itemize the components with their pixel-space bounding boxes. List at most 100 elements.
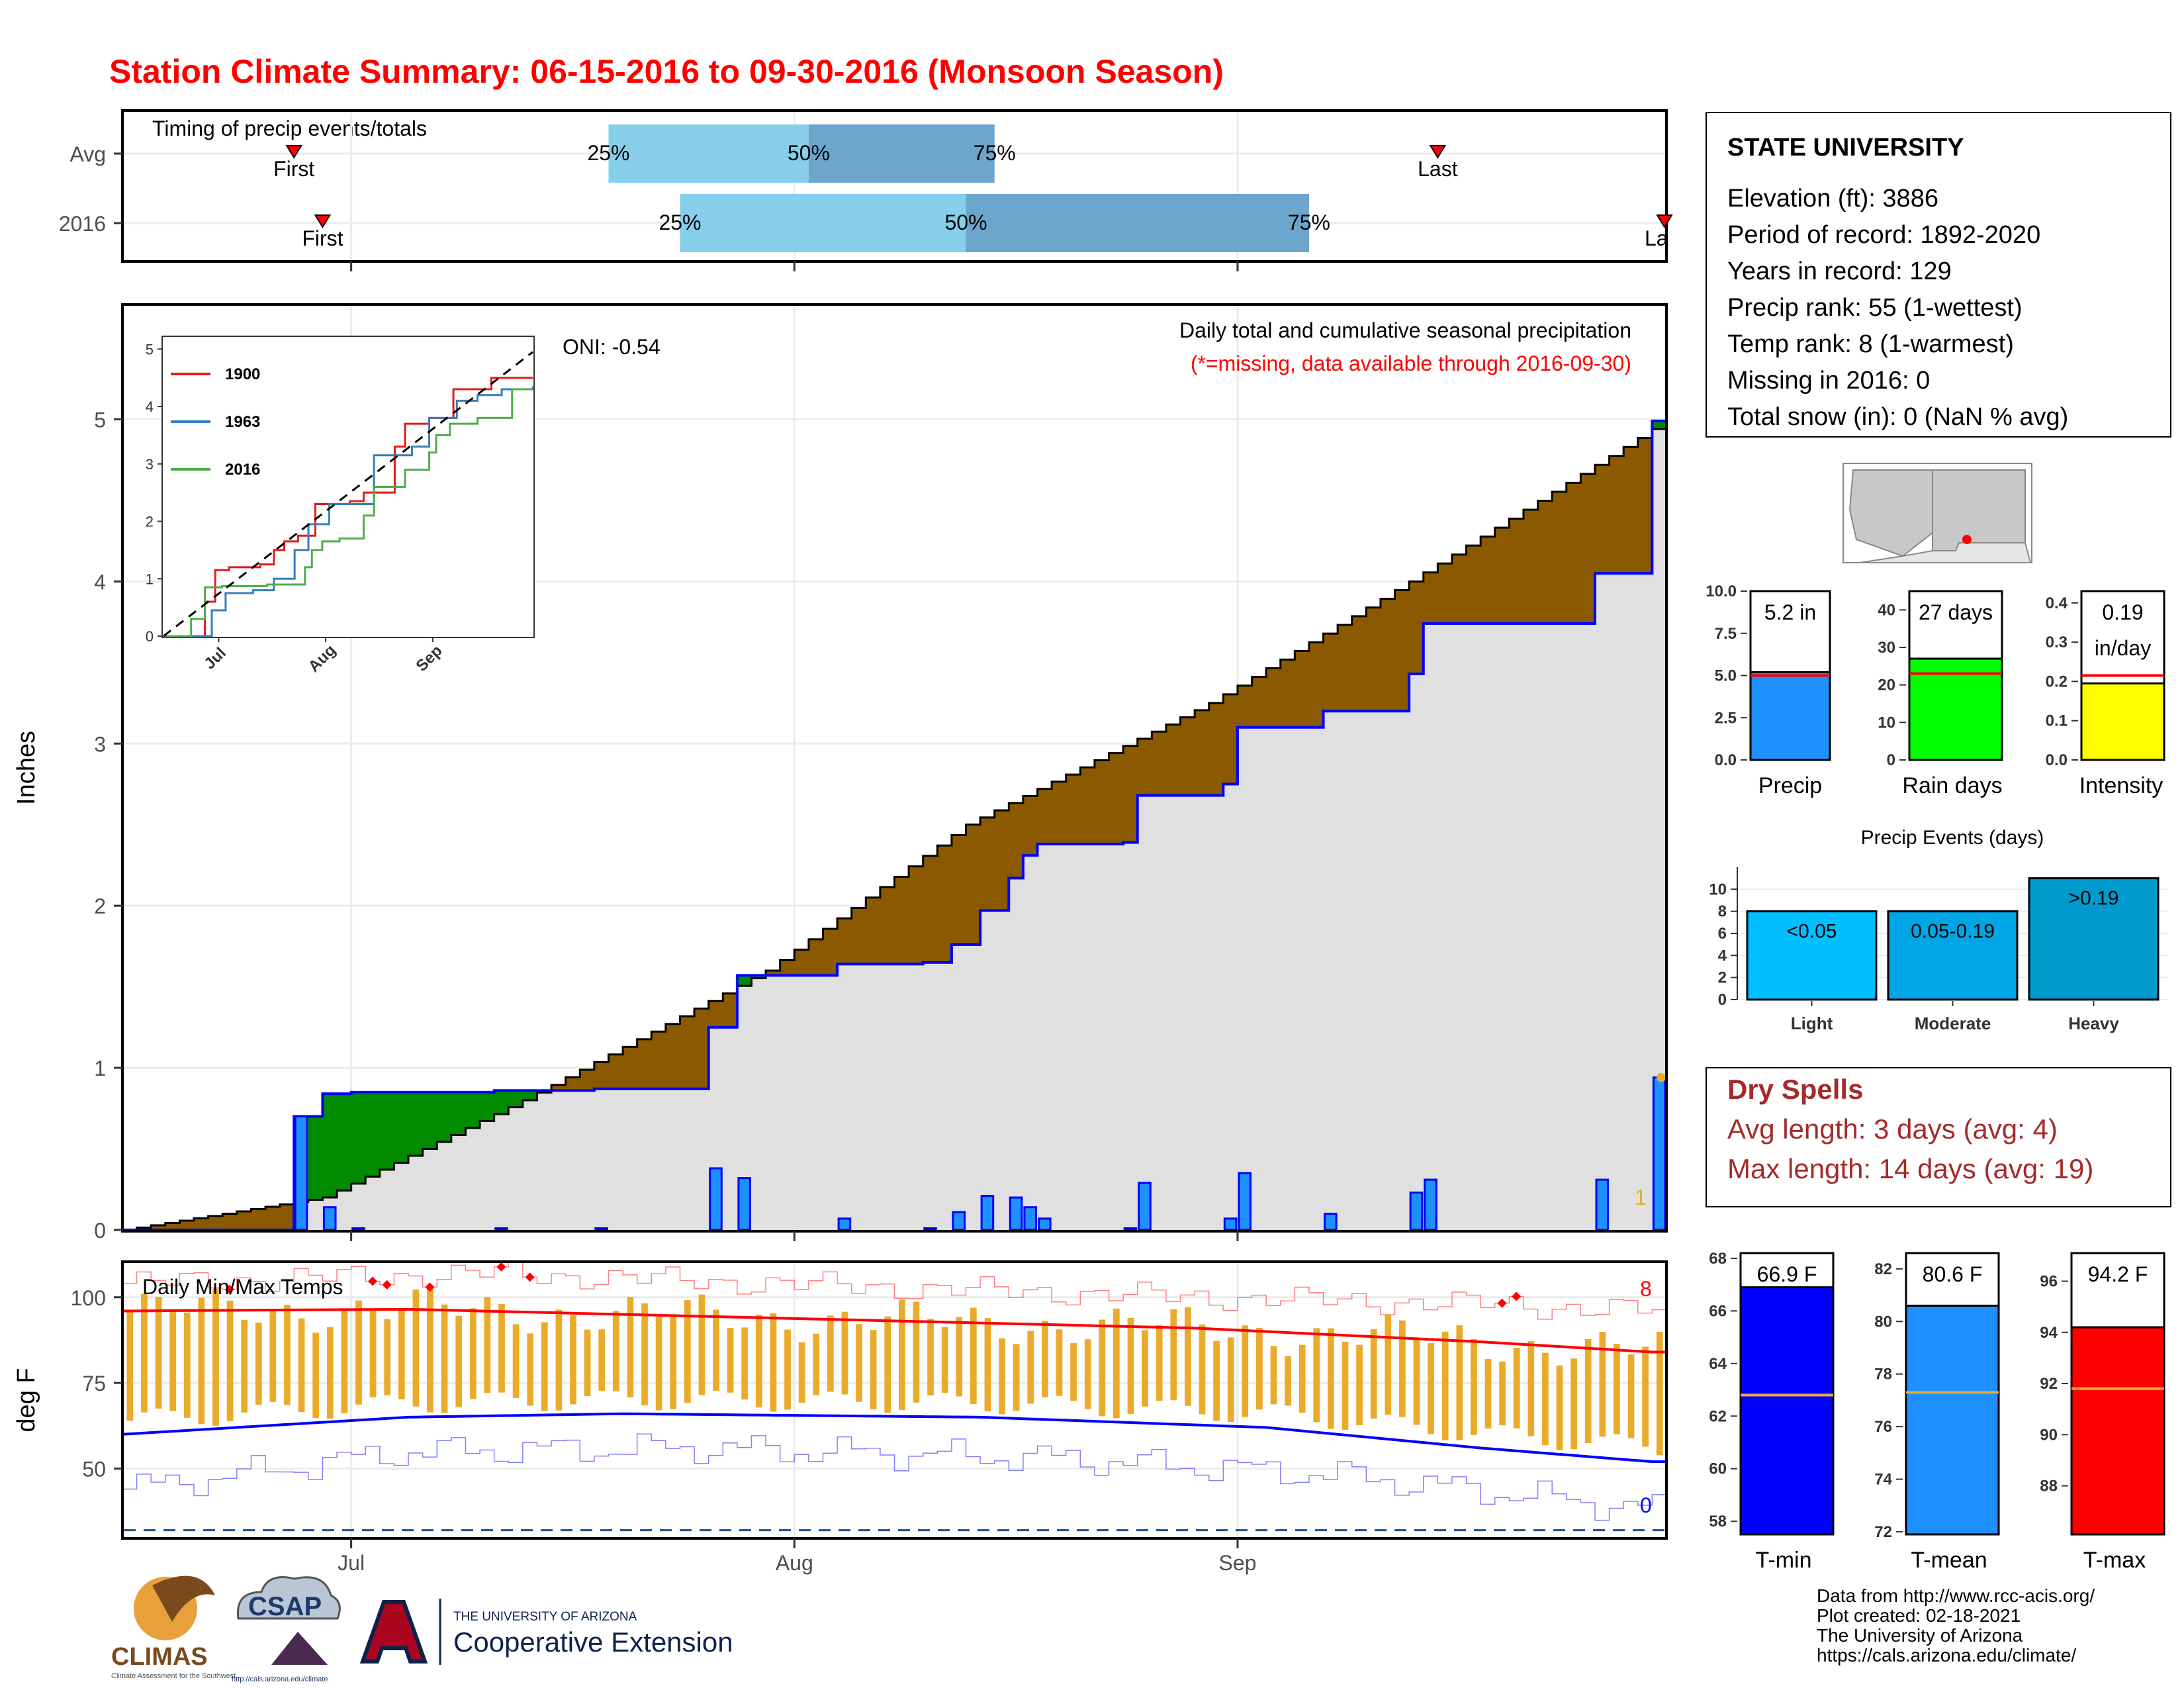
daily-temp-bar	[512, 1324, 520, 1398]
daily-precip-bar	[952, 1211, 966, 1231]
precip-y-tick-label: 1	[94, 1056, 106, 1080]
summary-y-tick-label: 0	[1887, 751, 1895, 769]
events-y-tick-label: 10	[1709, 880, 1727, 898]
surplus-vs-avg-segment	[522, 1090, 538, 1101]
daily-temp-bar	[441, 1304, 448, 1413]
events-y-tick-label: 4	[1718, 947, 1727, 964]
deficit-vs-avg-segment	[222, 1213, 238, 1230]
deficit-vs-avg-segment	[1208, 703, 1224, 796]
deficit-vs-avg-segment	[1351, 616, 1367, 712]
daily-temp-bar	[169, 1311, 177, 1411]
surplus-vs-avg-segment	[337, 1094, 352, 1191]
deficit-vs-avg-segment	[1637, 438, 1653, 574]
inset-y-tick-label: 2	[146, 514, 154, 530]
deficit-vs-avg-segment	[1137, 739, 1152, 796]
timing-q75-label: 75%	[1288, 211, 1330, 234]
daily-temp-bar	[827, 1315, 834, 1392]
surplus-vs-avg-segment	[480, 1092, 495, 1121]
summary-y-tick-label: 7.5	[1715, 625, 1737, 643]
inset-average-line	[163, 351, 533, 637]
daily-temp-bar	[369, 1311, 377, 1397]
station-marker	[1962, 535, 1972, 544]
daily-precip-bar	[923, 1227, 937, 1231]
precip-y-tick-label: 4	[94, 570, 106, 594]
deficit-vs-avg-segment	[866, 897, 881, 964]
daily-temp-bar	[927, 1319, 934, 1396]
inset-y-tick-label: 0	[146, 628, 154, 645]
daily-temp-bar	[469, 1308, 477, 1399]
summary-value-label: 66.9 F	[1757, 1262, 1817, 1286]
summary-category-label: T-mean	[1911, 1548, 1987, 1573]
daily-temp-bar	[141, 1293, 148, 1413]
cumulative-precip-fill	[122, 420, 1666, 1230]
daily-temp-bar	[641, 1303, 648, 1405]
events-title: Precip Events (days)	[1861, 827, 2044, 849]
events-y-tick-label: 0	[1718, 991, 1727, 1009]
deficit-vs-avg-segment	[265, 1207, 281, 1230]
logo-ua-extension: THE UNIVERSITY OF ARIZONA Cooperative Ex…	[359, 1599, 733, 1665]
daily-temp-bar	[1642, 1346, 1649, 1447]
daily-temp-bar	[226, 1300, 234, 1421]
daily-precip-bar	[1123, 1227, 1138, 1231]
deficit-vs-avg-segment	[937, 845, 952, 962]
record-high-marker	[368, 1276, 378, 1286]
daily-temp-bar	[1399, 1320, 1406, 1417]
timing-first-label: First	[302, 226, 343, 250]
observed-cumulative-line	[122, 419, 1666, 1231]
date-x-tick-label: Aug	[776, 1551, 813, 1575]
station-line-0: Elevation (ft): 3886	[1727, 185, 1938, 212]
daily-precip-bar	[1223, 1217, 1238, 1231]
summary-y-tick-label: 10	[1878, 714, 1895, 731]
deficit-vs-avg-segment	[1537, 500, 1553, 624]
deficit-vs-avg-segment	[1338, 624, 1353, 712]
daily-temp-bar	[1656, 1331, 1663, 1456]
daily-temp-bar	[1499, 1361, 1506, 1426]
deficit-vs-avg-segment	[808, 939, 824, 976]
deficit-vs-avg-segment	[1280, 659, 1295, 727]
deficit-vs-avg-segment	[708, 1001, 723, 1027]
daily-temp-bar	[984, 1318, 991, 1412]
deficit-vs-avg-segment	[165, 1223, 181, 1230]
daily-temp-bar	[527, 1333, 534, 1406]
surplus-vs-avg-segment	[751, 975, 766, 978]
daily-temp-bar	[698, 1294, 705, 1395]
deficit-vs-avg-segment	[1580, 473, 1596, 624]
daily-precip-bar	[494, 1227, 508, 1231]
daily-temp-bar	[884, 1316, 891, 1413]
deficit-vs-avg-segment	[894, 876, 909, 964]
deficit-vs-avg-segment	[909, 866, 924, 964]
daily-temp-bar	[713, 1309, 719, 1391]
temp-panel: Daily Min/Max Temps 8 0 deg F 50 75 100 Ju…	[13, 1260, 1668, 1575]
inset-legend-label: 2016	[225, 461, 260, 479]
summary-value-label: 5.2 in	[1764, 600, 1816, 624]
logo-csap: CSAP http://cals.arizona.edu/climate	[232, 1576, 341, 1683]
events-bar-light	[1746, 910, 1878, 1001]
daily-precip-bar	[1138, 1182, 1152, 1231]
deficit-vs-avg-segment	[1552, 491, 1567, 624]
deficit-vs-avg-segment	[551, 1085, 567, 1091]
summary-value-label: 27 days	[1919, 600, 1993, 624]
station-name: STATE UNIVERSITY	[1727, 134, 1964, 162]
deficit-vs-avg-segment	[1123, 745, 1138, 843]
summary-y-tick-label: 0.2	[2046, 673, 2068, 690]
deficit-vs-avg-segment	[1523, 510, 1539, 624]
locator-map	[1843, 463, 2032, 563]
credit-line-0: Data from http://www.rcc-acis.org/	[1817, 1585, 2095, 1606]
events-y-tick-label: 8	[1718, 903, 1727, 921]
map-new-mexico-shape	[1932, 469, 2026, 551]
daily-temp-bar	[655, 1317, 662, 1411]
record-high-marker	[425, 1282, 435, 1292]
deficit-vs-avg-segment	[794, 949, 809, 976]
deficit-vs-avg-segment	[880, 887, 895, 964]
summary-y-tick-label: 0.3	[2046, 633, 2068, 651]
daily-temp-bar	[1342, 1341, 1349, 1430]
deficit-vs-avg-segment	[1251, 677, 1267, 727]
dry-spells-title: Dry Spells	[1727, 1074, 1863, 1105]
timing-last-marker	[1656, 214, 1673, 228]
daily-temp-bar	[1256, 1328, 1263, 1410]
daily-temp-bar	[770, 1313, 777, 1412]
timing-last-label: Last	[1418, 157, 1458, 181]
summary-value-label-2: in/day	[2095, 636, 2151, 660]
daily-temp-bar	[155, 1297, 162, 1409]
